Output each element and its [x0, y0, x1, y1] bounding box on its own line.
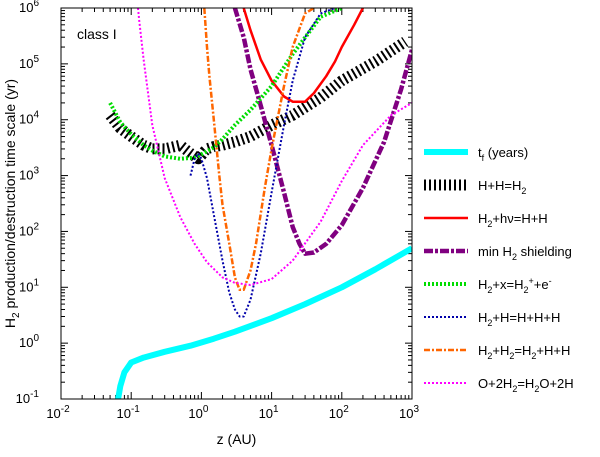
y-axis-label: H2 production/destruction time scale (yr…	[2, 79, 22, 328]
legend-label-0: tf (years)	[478, 145, 528, 163]
legend-label-4: H2+x=H2++e-	[478, 276, 552, 295]
series-line-5	[189, 8, 336, 318]
series-line-7	[137, 8, 412, 286]
y-tick-label: 100	[19, 333, 39, 350]
y-tick-label: 10-1	[16, 389, 40, 406]
y-tick-label: 101	[19, 277, 39, 294]
x-axis-label: z (AU)	[217, 431, 257, 447]
legend-label-3: min H2 shielding	[478, 244, 572, 262]
legend-label-7: O+2H2=H2O+2H	[478, 376, 574, 394]
x-tick-label: 102	[329, 404, 349, 421]
y-tick-label: 103	[19, 166, 39, 183]
legend-label-2: H2+hν=H+H	[478, 211, 548, 229]
plot-frame	[60, 7, 413, 400]
series-line-1	[105, 37, 409, 165]
series-line-6	[203, 8, 315, 292]
x-tick-label: 101	[259, 404, 279, 421]
x-tick-label: 103	[399, 404, 419, 421]
series-line-0	[115, 245, 412, 399]
class-annotation: class I	[77, 26, 117, 42]
x-tick-label: 100	[188, 404, 208, 421]
series-line-3	[232, 8, 412, 256]
series-line-4	[108, 8, 343, 161]
x-tick-label: 10-2	[46, 404, 70, 421]
y-tick-label: 102	[19, 221, 39, 238]
y-tick-label: 106	[19, 0, 39, 15]
legend-label-1: H+H=H2	[478, 178, 526, 196]
legend-label-5: H2+H=H+H+H	[478, 310, 560, 328]
y-tick-label: 104	[19, 110, 39, 127]
x-tick-label: 10-1	[117, 404, 141, 421]
y-tick-label: 105	[19, 54, 39, 71]
series-line-2	[242, 8, 365, 103]
legend-label-6: H2+H2=H2+H+H	[478, 343, 570, 361]
